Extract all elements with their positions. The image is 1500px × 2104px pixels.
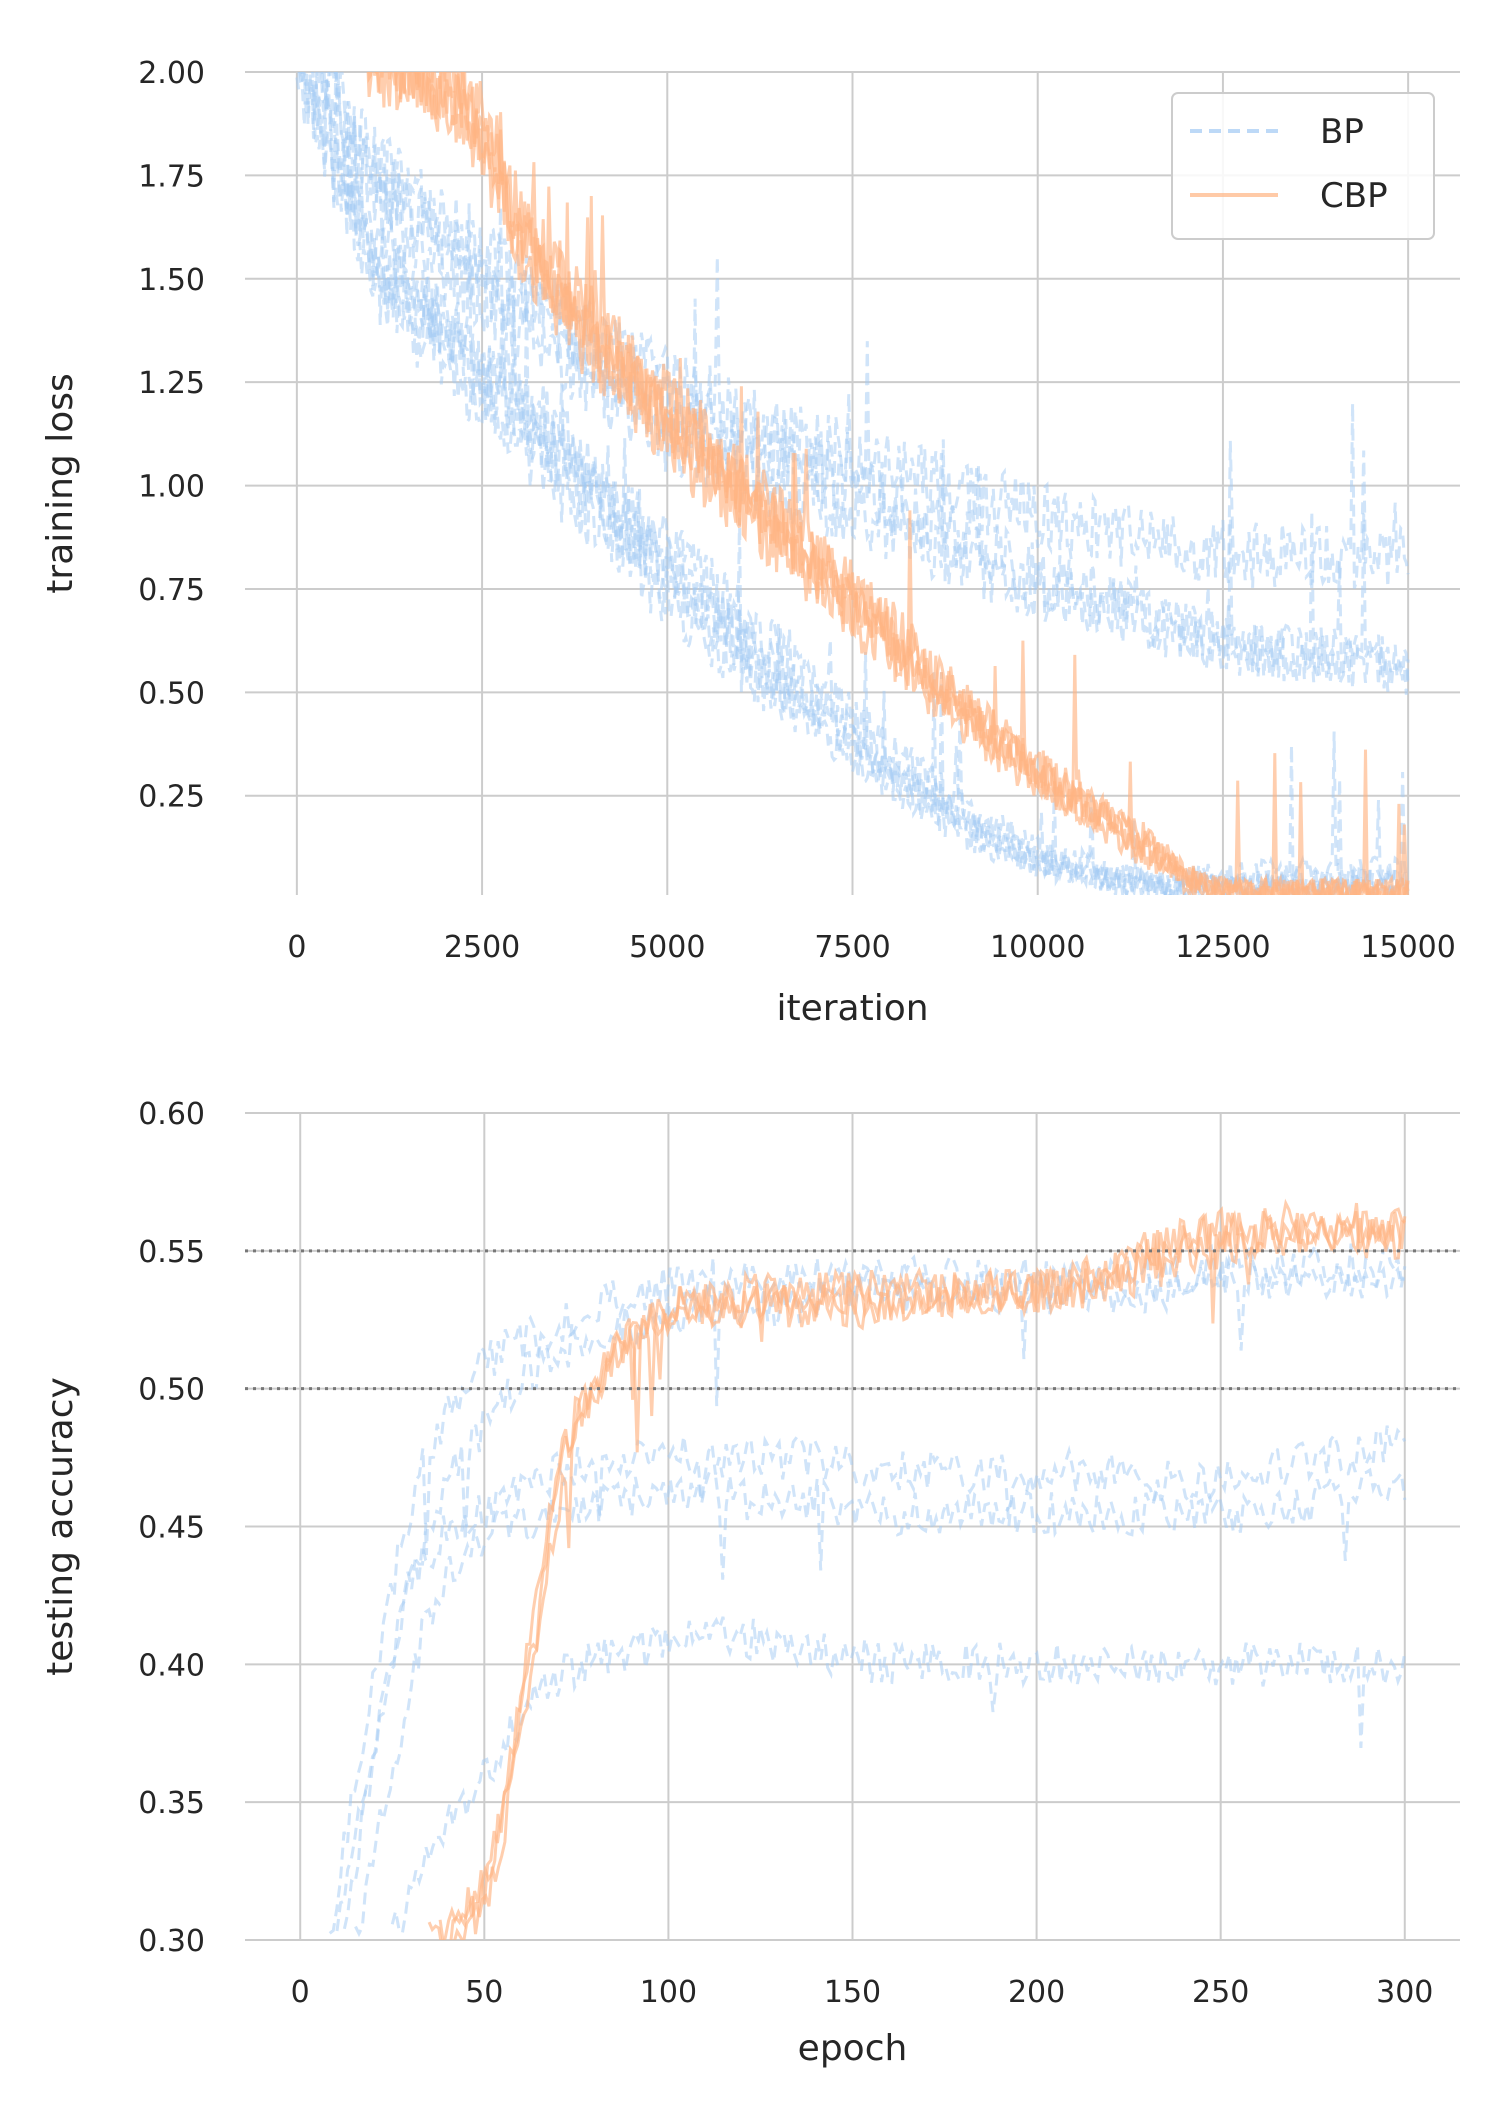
x-tick-label: 100 — [640, 1975, 697, 2010]
bp-series-line — [342, 1425, 1407, 1930]
cbp-series-line — [427, 1208, 1407, 1940]
bp-series-line — [328, 1240, 1405, 1935]
x-tick-label: 15000 — [1360, 930, 1455, 965]
legend-label: BP — [1320, 112, 1364, 152]
y-tick-label: 0.45 — [138, 1511, 205, 1546]
legend-label: CBP — [1320, 176, 1388, 216]
x-tick-label: 5000 — [629, 930, 705, 965]
y-tick-label: 1.25 — [138, 366, 205, 401]
y-tick-label: 0.60 — [138, 1097, 205, 1132]
y-tick-label: 0.55 — [138, 1235, 205, 1270]
x-tick-label: 12500 — [1175, 930, 1270, 965]
x-tick-label: 200 — [1008, 1975, 1065, 2010]
y-axis-label: training loss — [40, 373, 81, 593]
x-tick-label: 150 — [824, 1975, 881, 2010]
x-tick-label: 0 — [287, 930, 306, 965]
x-axis-label: iteration — [776, 988, 928, 1029]
x-tick-label: 300 — [1376, 1975, 1433, 2010]
x-tick-label: 250 — [1192, 1975, 1249, 2010]
y-tick-label: 2.00 — [138, 56, 205, 91]
x-tick-label: 7500 — [814, 930, 890, 965]
y-tick-label: 1.00 — [138, 470, 205, 505]
y-tick-label: 0.30 — [138, 1924, 205, 1959]
y-tick-label: 0.25 — [138, 780, 205, 815]
bp-series-line — [300, 72, 1410, 695]
x-tick-label: 10000 — [990, 930, 1085, 965]
y-tick-label: 0.75 — [138, 573, 205, 608]
y-tick-label: 0.35 — [138, 1786, 205, 1821]
y-tick-label: 0.50 — [138, 1373, 205, 1408]
y-tick-label: 1.75 — [138, 159, 205, 194]
y-tick-label: 0.40 — [138, 1648, 205, 1683]
bp-series-line — [300, 72, 1410, 895]
x-tick-label: 2500 — [444, 930, 520, 965]
y-tick-label: 0.50 — [138, 676, 205, 711]
legend-box — [1171, 92, 1435, 240]
cbp-series-line — [438, 1198, 1406, 1940]
cbp-series-line — [366, 72, 1410, 895]
bp-series-line — [320, 72, 1410, 687]
bp-series-line — [354, 1467, 1407, 1938]
testing-accuracy-panel: 0 50 100 150 200 250 300 0.30 0.35 0.40 0.45 0.50 0.… — [40, 1097, 1460, 2069]
legend: BP CBP — [1171, 92, 1435, 240]
series-group — [295, 72, 1410, 895]
y-tick-label: 1.50 — [138, 263, 205, 298]
cbp-series-line — [453, 1212, 1405, 1940]
bp-series-line — [298, 72, 1410, 895]
cbp-series-line — [367, 72, 1410, 895]
x-tick-label: 0 — [291, 1975, 310, 2010]
x-tick-label: 50 — [465, 1975, 503, 2010]
x-axis-label: epoch — [798, 2028, 908, 2069]
y-axis-label: testing accuracy — [40, 1377, 81, 1676]
training-loss-panel: 0 2500 5000 7500 10000 12500 15000 0.25 0.50 0.75… — [40, 56, 1460, 1029]
bp-series-line — [335, 1254, 1407, 1932]
series-group — [328, 1198, 1407, 1940]
